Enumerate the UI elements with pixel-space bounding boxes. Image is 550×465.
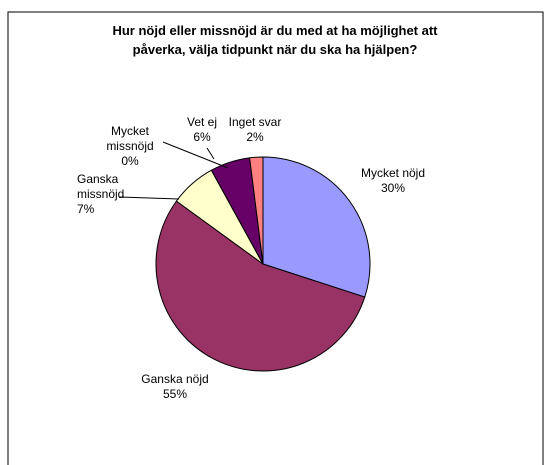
- slice-label: Ganska missnöjd: [77, 172, 124, 201]
- pie-slice: [155, 200, 366, 372]
- chart-title: Hur nöjd eller missnöjd är du med at ha …: [112, 23, 438, 57]
- leader-line: [118, 196, 180, 200]
- slice-label: Inget svar: [229, 115, 282, 129]
- slice-value-label: 6%: [193, 130, 211, 144]
- leader-line: [162, 141, 229, 169]
- pie-slice: [249, 156, 264, 265]
- slice-value-label: 55%: [163, 387, 187, 401]
- slice-label: Ganska nöjd: [141, 372, 208, 386]
- pie-slice: [262, 156, 371, 298]
- slice-label: Mycket nöjd: [361, 166, 425, 180]
- slice-value-label: 7%: [77, 202, 95, 216]
- leader-line: [206, 147, 215, 160]
- slice-label: Vet ej: [187, 115, 217, 129]
- slice-value-label: 30%: [381, 181, 405, 195]
- slice-label: Mycket missnöjd: [106, 124, 153, 153]
- slice-value-label: 0%: [121, 154, 139, 168]
- slice-value-label: 2%: [246, 130, 264, 144]
